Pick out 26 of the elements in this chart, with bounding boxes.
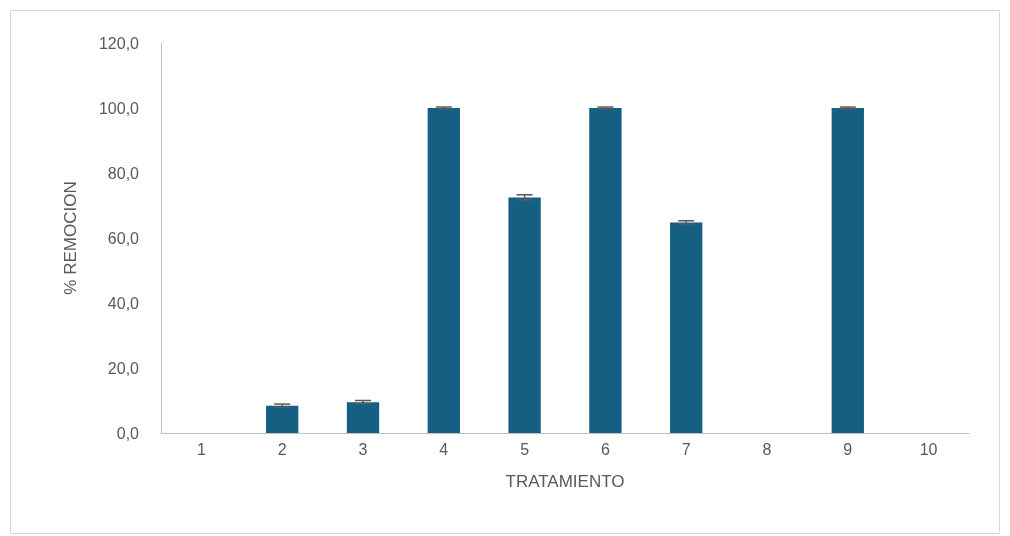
- y-tick-label: 100,0: [98, 99, 140, 117]
- x-tick-label: 6: [600, 440, 610, 458]
- x-tick-label: 9: [843, 440, 853, 458]
- x-axis-title: TRATAMIENTO: [505, 472, 625, 491]
- bar: [508, 197, 541, 433]
- bar: [266, 405, 299, 433]
- bar: [831, 108, 864, 433]
- bar: [346, 402, 380, 433]
- x-tick-label: 10: [919, 440, 938, 458]
- x-tick-label: 1: [196, 440, 206, 458]
- x-tick-label: 3: [358, 440, 368, 458]
- y-tick-label: 80,0: [107, 164, 140, 182]
- x-tick-label: 8: [762, 440, 772, 458]
- y-axis-title: % REMOCION: [61, 181, 80, 295]
- bar: [670, 222, 703, 433]
- y-tick-label: 120,0: [98, 34, 140, 52]
- y-tick-label: 0,0: [116, 424, 140, 442]
- x-tick-label: 7: [681, 440, 691, 458]
- y-tick-label: 20,0: [107, 359, 140, 377]
- bar: [427, 108, 460, 433]
- x-tick-label: 5: [520, 440, 530, 458]
- x-tick-label: 2: [277, 440, 287, 458]
- bar: [589, 108, 622, 433]
- y-tick-label: 60,0: [107, 229, 140, 247]
- y-tick-label: 40,0: [107, 294, 140, 312]
- x-tick-label: 4: [439, 440, 449, 458]
